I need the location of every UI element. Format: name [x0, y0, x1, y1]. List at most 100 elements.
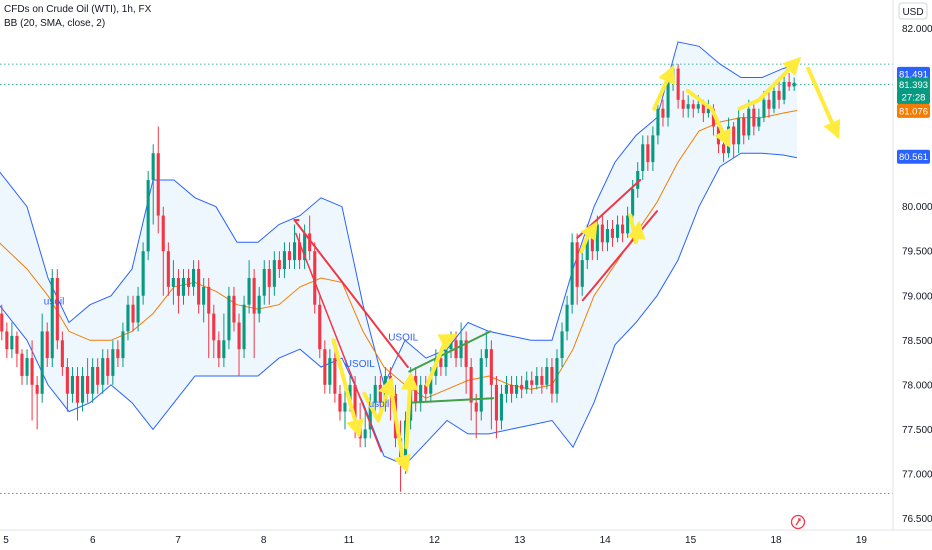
candle — [96, 358, 100, 394]
price-tag: 27:28 — [897, 90, 930, 105]
candle — [651, 126, 655, 172]
symbol-title[interactable]: CFDs on Crude Oil (WTI), 1h, FX — [4, 4, 152, 15]
candle — [479, 349, 483, 421]
indicator-legend[interactable]: BB (20, SMA, close, 2) — [4, 18, 106, 29]
candle-body — [681, 99, 685, 109]
candle-body — [550, 367, 554, 394]
candle-body — [661, 108, 665, 118]
candle-body — [15, 335, 19, 354]
price-tick-label: 78.500 — [902, 336, 932, 347]
candle-body — [0, 313, 4, 332]
candle-body — [772, 90, 776, 109]
candle — [60, 331, 64, 376]
arrow-shaft — [362, 378, 393, 423]
candle-body — [293, 242, 297, 261]
candle-body — [323, 349, 327, 385]
candle — [267, 260, 271, 305]
replay-icon[interactable] — [790, 514, 806, 530]
candle — [101, 349, 105, 394]
annotation-label: usoil — [369, 399, 390, 410]
red-trend-line — [295, 232, 382, 453]
candle-body — [747, 108, 751, 136]
candle-body — [656, 108, 660, 136]
candle-body — [787, 82, 791, 87]
arrow-head — [658, 64, 675, 86]
candle — [252, 269, 256, 359]
candle-body — [111, 349, 115, 376]
candle — [212, 304, 216, 359]
price-axis[interactable]: 82.000 80.000 79.500 79.000 78.500 78.000 77.5… — [892, 0, 932, 530]
candle-body — [187, 278, 191, 287]
candle-body — [570, 242, 574, 305]
candle — [474, 393, 478, 439]
price-tag-label: 27:28 — [902, 93, 926, 104]
yellow-arrow — [400, 371, 419, 450]
price-tag-bg — [897, 77, 930, 92]
candle — [151, 144, 155, 225]
candle-body — [45, 331, 49, 359]
candle-body — [267, 269, 271, 287]
candle-body — [595, 224, 599, 252]
candle — [81, 367, 85, 412]
green-channel-line — [409, 397, 495, 404]
candle-body — [711, 108, 715, 127]
candle-body — [646, 144, 650, 163]
candle — [515, 375, 519, 399]
candle — [575, 233, 579, 305]
candle — [641, 135, 645, 180]
candle — [530, 371, 534, 394]
yellow-arrow — [425, 333, 458, 387]
candle-body — [141, 251, 145, 296]
candle — [156, 126, 160, 234]
candle — [752, 104, 756, 136]
candle-body — [686, 104, 690, 109]
candle-body — [25, 358, 29, 376]
candle — [25, 349, 29, 385]
candle-body — [752, 108, 756, 127]
candle — [378, 375, 382, 412]
price-tag-label: 81.076 — [899, 106, 928, 117]
candle — [691, 99, 695, 118]
candle-body — [444, 349, 448, 367]
candle-body — [626, 215, 630, 234]
price-tick-label: 77.000 — [902, 469, 932, 480]
candle-body — [767, 99, 771, 109]
candle-body — [131, 304, 135, 323]
candle-body — [277, 260, 281, 269]
currency-badge[interactable] — [898, 2, 928, 20]
candle — [646, 135, 650, 172]
candle-body — [106, 358, 110, 376]
candle-body — [217, 340, 221, 359]
time-tick-label: 13 — [514, 535, 526, 546]
candle-body — [616, 224, 620, 238]
yellow-arrow — [685, 88, 731, 148]
candle — [287, 242, 291, 270]
candle-body — [242, 304, 246, 350]
candle-body — [136, 295, 140, 323]
candles — [0, 64, 796, 492]
candle-body — [151, 153, 155, 180]
candle — [166, 242, 170, 296]
time-axis[interactable]: 5 6 7 8 11 12 13 14 15 18 19 — [0, 529, 932, 546]
red-trend-line — [293, 219, 409, 369]
candle — [323, 340, 327, 394]
green-channel-line — [408, 330, 492, 373]
candle — [181, 269, 185, 305]
candle-body — [303, 233, 307, 261]
arrow-head — [580, 221, 598, 242]
yellow-arrow — [652, 64, 675, 111]
price-tag-bg — [897, 90, 930, 105]
arrow-head — [437, 333, 458, 351]
candle — [293, 224, 297, 270]
candle-body — [525, 380, 529, 390]
candle — [605, 220, 609, 252]
candle — [550, 358, 554, 403]
time-tick-label: 15 — [685, 535, 697, 546]
candle-body — [757, 117, 761, 127]
candle — [656, 99, 660, 145]
price-tick-label: 78.000 — [902, 380, 932, 391]
time-tick-label: 12 — [429, 535, 441, 546]
candle-body — [282, 251, 286, 269]
candle — [494, 375, 498, 439]
